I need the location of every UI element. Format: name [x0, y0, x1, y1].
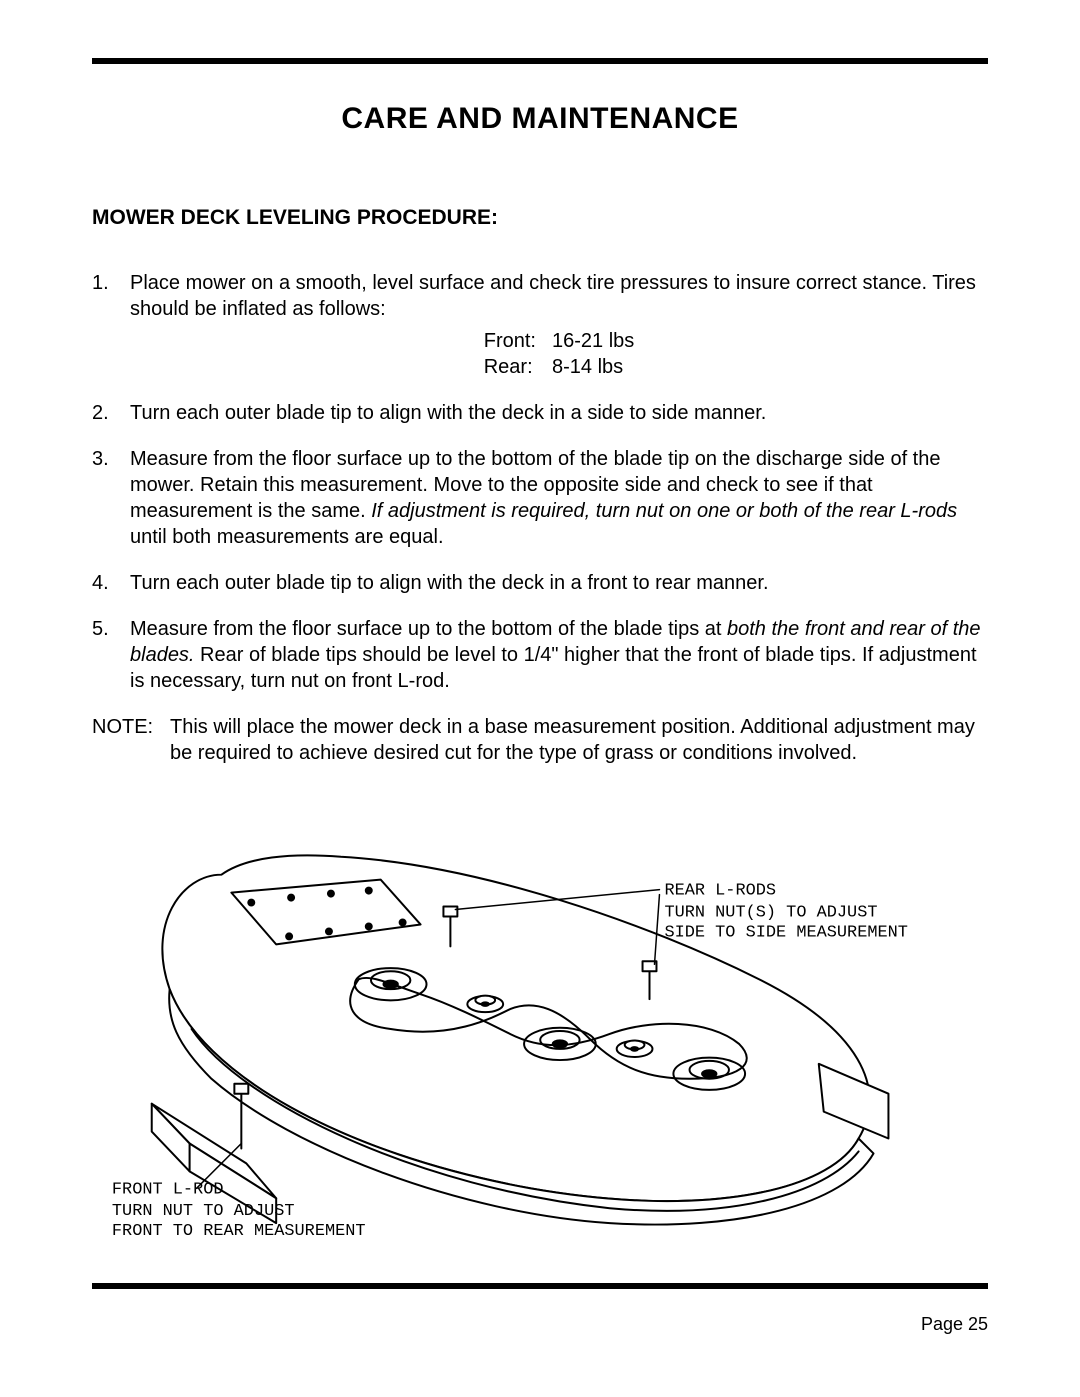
svg-text:FRONT L-ROD: FRONT L-ROD	[112, 1180, 224, 1199]
step-text: Measure from the floor surface up to the…	[130, 446, 988, 550]
note-label: NOTE:	[92, 714, 170, 766]
svg-text:REAR L-RODS: REAR L-RODS	[664, 882, 776, 901]
svg-text:TURN NUT(S) TO ADJUST: TURN NUT(S) TO ADJUST	[664, 904, 877, 923]
page-title: CARE AND MAINTENANCE	[92, 102, 988, 136]
mower-deck-diagram: REAR L-RODS TURN NUT(S) TO ADJUSTSIDE TO …	[92, 794, 988, 1264]
step-text: Turn each outer blade tip to align with …	[130, 400, 988, 426]
step-text: Turn each outer blade tip to align with …	[130, 570, 988, 596]
step-number: 2.	[92, 400, 130, 426]
tire-pressure-table: Front:16-21 lbsRear:8-14 lbs	[130, 328, 988, 380]
step-number: 4.	[92, 570, 130, 596]
procedure-step: 4.Turn each outer blade tip to align wit…	[92, 570, 988, 596]
top-rule	[92, 58, 988, 64]
step-text: Measure from the floor surface up to the…	[130, 616, 988, 694]
section-heading: MOWER DECK LEVELING PROCEDURE:	[92, 206, 988, 230]
note-block: NOTE: This will place the mower deck in …	[92, 714, 988, 766]
page-number: Page 25	[921, 1314, 988, 1335]
step-number: 3.	[92, 446, 130, 550]
bottom-rule	[92, 1283, 988, 1289]
manual-page: CARE AND MAINTENANCE MOWER DECK LEVELING…	[0, 0, 1080, 1397]
svg-text:FRONT TO REAR MEASUREMENT: FRONT TO REAR MEASUREMENT	[112, 1222, 366, 1241]
procedure-step: 3.Measure from the floor surface up to t…	[92, 446, 988, 550]
step-number: 5.	[92, 616, 130, 694]
procedure-step: 2.Turn each outer blade tip to align wit…	[92, 400, 988, 426]
svg-text:SIDE TO SIDE MEASUREMENT: SIDE TO SIDE MEASUREMENT	[664, 923, 907, 942]
step-number: 1.	[92, 270, 130, 380]
svg-text:TURN NUT TO ADJUST: TURN NUT TO ADJUST	[112, 1202, 295, 1221]
note-text: This will place the mower deck in a base…	[170, 714, 988, 766]
step-text: Place mower on a smooth, level surface a…	[130, 270, 988, 380]
procedure-step: 1.Place mower on a smooth, level surface…	[92, 270, 988, 380]
procedure-step: 5.Measure from the floor surface up to t…	[92, 616, 988, 694]
procedure-steps: 1.Place mower on a smooth, level surface…	[92, 270, 988, 694]
